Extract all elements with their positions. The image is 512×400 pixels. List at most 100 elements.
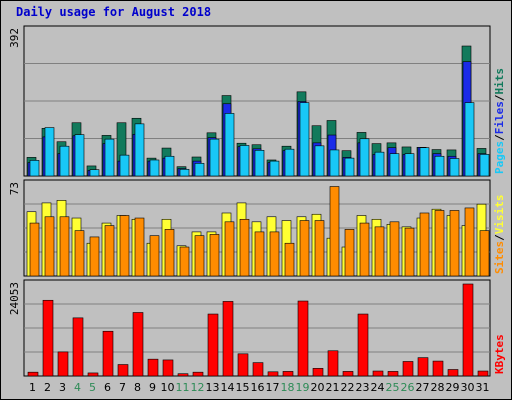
x-tick-day-8: 8 bbox=[134, 381, 141, 394]
bar-sites-day-9 bbox=[149, 235, 160, 277]
bar-sites-day-21 bbox=[329, 186, 340, 277]
bar-sites-day-27 bbox=[419, 212, 430, 277]
legend-item-hits: Hits bbox=[493, 68, 506, 95]
bar-sites-day-8 bbox=[134, 217, 145, 277]
bar-sites-day-2 bbox=[44, 216, 55, 277]
bar-kbytes-day-30 bbox=[462, 283, 474, 377]
chart-title: Daily usage for August 2018 bbox=[16, 5, 212, 19]
bar-kbytes-day-12 bbox=[192, 371, 204, 377]
x-tick-day-22: 22 bbox=[341, 381, 355, 394]
bar-pages-day-27 bbox=[419, 147, 430, 177]
bar-pages-day-11 bbox=[179, 168, 190, 177]
x-tick-day-27: 27 bbox=[416, 381, 430, 394]
bar-kbytes-day-9 bbox=[147, 358, 159, 377]
x-tick-day-18: 18 bbox=[281, 381, 295, 394]
legend-item-sites: Sites bbox=[493, 241, 506, 274]
bar-kbytes-day-17 bbox=[267, 371, 279, 377]
x-tick-day-28: 28 bbox=[431, 381, 445, 394]
bar-sites-day-14 bbox=[224, 221, 235, 277]
bar-pages-day-7 bbox=[119, 154, 130, 177]
bar-pages-day-18 bbox=[284, 148, 295, 177]
bar-kbytes-day-27 bbox=[417, 357, 429, 377]
bar-sites-day-24 bbox=[374, 226, 385, 277]
bar-sites-day-4 bbox=[74, 230, 85, 277]
x-tick-day-20: 20 bbox=[311, 381, 325, 394]
bar-kbytes-day-26 bbox=[402, 361, 414, 377]
bar-pages-day-30 bbox=[464, 102, 475, 177]
bar-kbytes-day-13 bbox=[207, 313, 219, 377]
bar-sites-day-31 bbox=[479, 230, 490, 277]
bar-pages-day-2 bbox=[44, 127, 55, 177]
x-tick-day-30: 30 bbox=[461, 381, 475, 394]
x-tick-day-6: 6 bbox=[104, 381, 111, 394]
bar-kbytes-day-24 bbox=[372, 370, 384, 377]
bar-kbytes-day-23 bbox=[357, 313, 369, 377]
bar-pages-day-12 bbox=[194, 163, 205, 177]
bar-kbytes-day-18 bbox=[282, 371, 294, 377]
bar-kbytes-day-31 bbox=[477, 370, 489, 377]
x-tick-day-17: 17 bbox=[266, 381, 280, 394]
bar-pages-day-14 bbox=[224, 113, 235, 177]
bar-kbytes-day-10 bbox=[162, 359, 174, 377]
legend-item-pages: Pages bbox=[493, 141, 506, 174]
x-tick-day-7: 7 bbox=[119, 381, 126, 394]
bar-pages-day-21 bbox=[329, 149, 340, 177]
x-tick-day-2: 2 bbox=[44, 381, 51, 394]
y-max-label: 392 bbox=[8, 28, 21, 48]
bar-kbytes-day-2 bbox=[42, 299, 54, 377]
legend-separator: / bbox=[493, 234, 506, 241]
bar-sites-day-20 bbox=[314, 220, 325, 277]
x-tick-day-16: 16 bbox=[251, 381, 265, 394]
bar-sites-day-16 bbox=[254, 231, 265, 277]
bar-sites-day-25 bbox=[389, 221, 400, 277]
bar-pages-day-23 bbox=[359, 138, 370, 177]
bar-pages-day-16 bbox=[254, 150, 265, 177]
x-tick-day-11: 11 bbox=[176, 381, 190, 394]
x-tick-day-12: 12 bbox=[191, 381, 205, 394]
bar-pages-day-26 bbox=[404, 153, 415, 177]
bar-sites-day-3 bbox=[59, 216, 70, 277]
bar-pages-day-6 bbox=[104, 138, 115, 177]
bar-pages-day-29 bbox=[449, 158, 460, 177]
bar-kbytes-day-15 bbox=[237, 353, 249, 377]
bar-pages-day-1 bbox=[29, 160, 40, 177]
bar-kbytes-day-3 bbox=[57, 351, 69, 377]
bar-sites-day-17 bbox=[269, 231, 280, 277]
bar-sites-day-18 bbox=[284, 242, 295, 277]
bar-pages-day-28 bbox=[434, 155, 445, 177]
bar-kbytes-day-11 bbox=[177, 373, 189, 377]
bar-pages-day-10 bbox=[164, 155, 175, 177]
bar-kbytes-day-28 bbox=[432, 360, 444, 377]
bar-pages-day-13 bbox=[209, 138, 220, 177]
bar-sites-day-15 bbox=[239, 218, 250, 277]
legend-item-files: Files bbox=[493, 101, 506, 134]
bar-pages-day-9 bbox=[149, 159, 160, 177]
bar-kbytes-day-8 bbox=[132, 312, 144, 377]
bar-sites-day-10 bbox=[164, 229, 175, 277]
x-tick-day-29: 29 bbox=[446, 381, 460, 394]
x-tick-day-15: 15 bbox=[236, 381, 250, 394]
bar-pages-day-3 bbox=[59, 145, 70, 177]
bar-pages-day-8 bbox=[134, 123, 145, 177]
x-tick-day-1: 1 bbox=[29, 381, 36, 394]
bar-kbytes-day-4 bbox=[72, 317, 84, 377]
bar-pages-day-20 bbox=[314, 145, 325, 177]
bar-sites-day-22 bbox=[344, 229, 355, 277]
bar-sites-day-26 bbox=[404, 227, 415, 277]
bar-sites-day-30 bbox=[464, 207, 475, 277]
bar-kbytes-day-7 bbox=[117, 364, 129, 377]
bar-kbytes-day-22 bbox=[342, 371, 354, 377]
bar-sites-day-19 bbox=[299, 220, 310, 277]
x-tick-day-26: 26 bbox=[401, 381, 415, 394]
x-tick-day-31: 31 bbox=[476, 381, 490, 394]
x-tick-day-4: 4 bbox=[74, 381, 81, 394]
bar-kbytes-day-5 bbox=[87, 372, 99, 377]
legend-kbytes: KBytes bbox=[493, 334, 506, 374]
bar-sites-day-11 bbox=[179, 246, 190, 277]
legend-item-visits: Visits bbox=[493, 195, 506, 235]
legend-item-kbytes: KBytes bbox=[493, 334, 506, 374]
y-max-label: 24053 bbox=[8, 282, 21, 315]
x-tick-day-19: 19 bbox=[296, 381, 310, 394]
bar-sites-day-5 bbox=[89, 236, 100, 277]
bar-kbytes-day-16 bbox=[252, 362, 264, 377]
